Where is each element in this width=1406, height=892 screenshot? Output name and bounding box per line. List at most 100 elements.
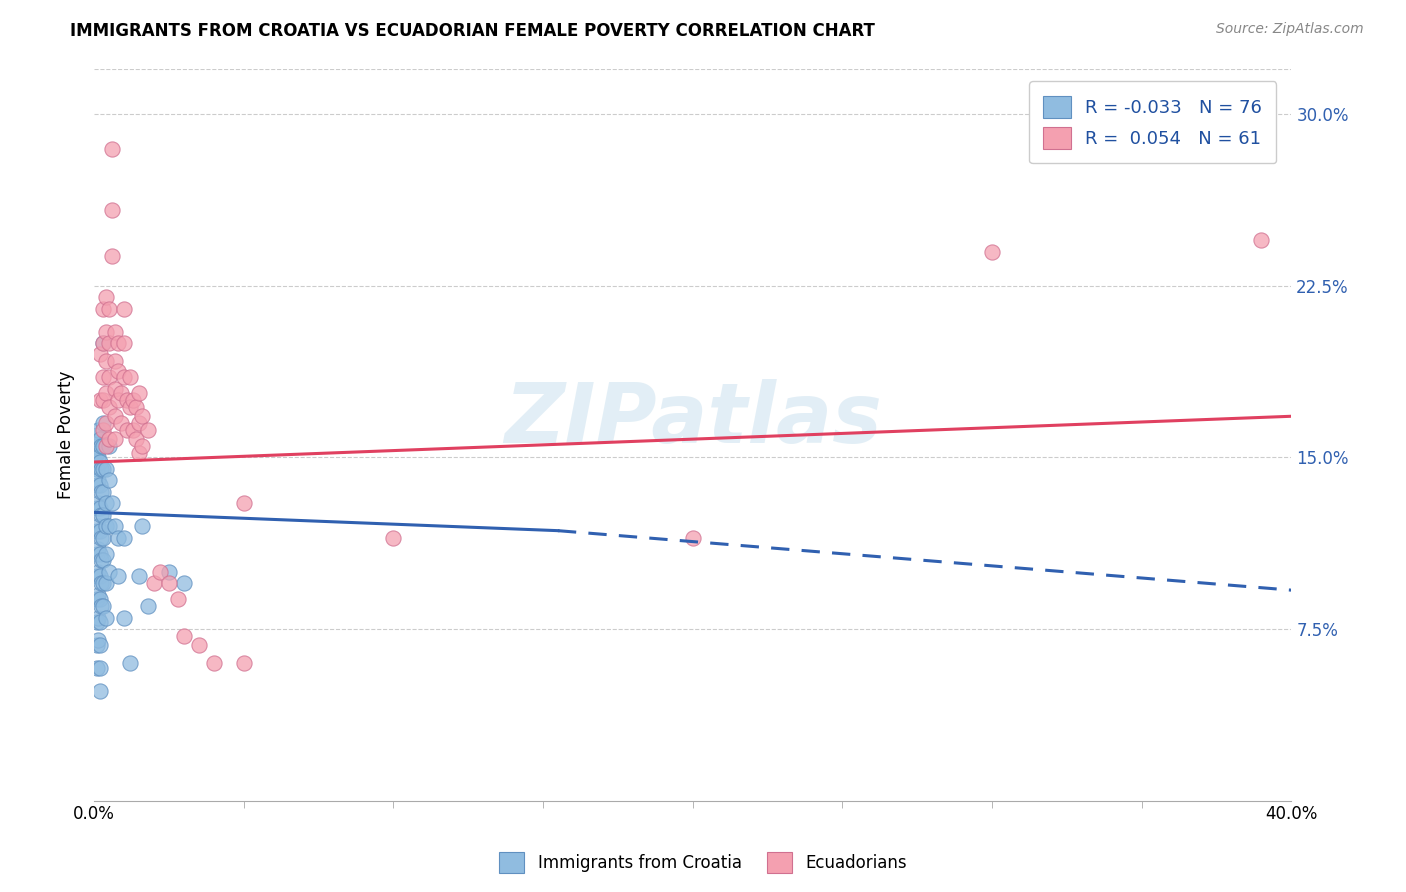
Point <box>97 565 120 579</box>
Point <box>101 496 124 510</box>
Point <box>97 439 120 453</box>
Point <box>89 524 111 538</box>
Point <box>90 576 112 591</box>
Legend: R = -0.033   N = 76, R =  0.054   N = 61: R = -0.033 N = 76, R = 0.054 N = 61 <box>1029 81 1277 163</box>
Point <box>382 531 405 545</box>
Point <box>91 462 114 476</box>
Point <box>128 386 150 401</box>
Point <box>86 569 108 583</box>
Point <box>89 478 111 492</box>
Point <box>136 423 159 437</box>
Point <box>87 473 110 487</box>
Point <box>107 569 129 583</box>
Point <box>173 629 195 643</box>
Point <box>91 599 114 614</box>
Point <box>84 439 107 453</box>
Point <box>90 484 112 499</box>
Point <box>112 610 135 624</box>
Point <box>118 370 141 384</box>
Point <box>110 386 132 401</box>
Point <box>187 638 209 652</box>
Point <box>90 553 112 567</box>
Point <box>131 519 153 533</box>
Point <box>89 638 111 652</box>
Point <box>91 393 114 408</box>
Point <box>97 370 120 384</box>
Text: IMMIGRANTS FROM CROATIA VS ECUADORIAN FEMALE POVERTY CORRELATION CHART: IMMIGRANTS FROM CROATIA VS ECUADORIAN FE… <box>70 22 875 40</box>
Point <box>104 382 127 396</box>
Point <box>682 531 704 545</box>
Point <box>232 496 254 510</box>
Point <box>112 531 135 545</box>
Point <box>94 290 117 304</box>
Point <box>89 432 111 446</box>
Point <box>91 336 114 351</box>
Point <box>112 370 135 384</box>
Point <box>97 432 120 446</box>
Point <box>107 531 129 545</box>
Point <box>149 565 172 579</box>
Point <box>115 423 138 437</box>
Point <box>91 576 114 591</box>
Point <box>86 638 108 652</box>
Point <box>97 473 120 487</box>
Point <box>94 519 117 533</box>
Text: ZIPatlas: ZIPatlas <box>503 379 882 460</box>
Point <box>91 484 114 499</box>
Point <box>97 519 120 533</box>
Point <box>101 203 124 218</box>
Point <box>128 569 150 583</box>
Point <box>90 508 112 522</box>
Point <box>118 400 141 414</box>
Point <box>87 519 110 533</box>
Point <box>89 615 111 629</box>
Point <box>125 432 148 446</box>
Point <box>89 592 111 607</box>
Point <box>89 347 111 361</box>
Point <box>112 336 135 351</box>
Point <box>94 496 117 510</box>
Point <box>97 400 120 414</box>
Point <box>91 336 114 351</box>
Point <box>104 325 127 339</box>
Point <box>104 354 127 368</box>
Point <box>981 244 1004 259</box>
Point <box>115 393 138 408</box>
Legend: Immigrants from Croatia, Ecuadorians: Immigrants from Croatia, Ecuadorians <box>492 846 914 880</box>
Point <box>125 400 148 414</box>
Point <box>90 462 112 476</box>
Point <box>89 661 111 675</box>
Point <box>128 416 150 430</box>
Point <box>91 439 114 453</box>
Point <box>91 553 114 567</box>
Point <box>104 519 127 533</box>
Point <box>90 439 112 453</box>
Point <box>157 565 180 579</box>
Point <box>90 599 112 614</box>
Point <box>89 455 111 469</box>
Point <box>1250 233 1272 247</box>
Point <box>86 500 108 515</box>
Point <box>107 336 129 351</box>
Text: Source: ZipAtlas.com: Source: ZipAtlas.com <box>1216 22 1364 37</box>
Point <box>128 446 150 460</box>
Point <box>107 363 129 377</box>
Point <box>94 610 117 624</box>
Point <box>142 576 165 591</box>
Point <box>112 301 135 316</box>
Point <box>121 393 143 408</box>
Point <box>104 409 127 424</box>
Point <box>104 432 127 446</box>
Point <box>87 610 110 624</box>
Point <box>86 615 108 629</box>
Point <box>166 592 188 607</box>
Point <box>94 462 117 476</box>
Point <box>94 439 117 453</box>
Point <box>89 500 111 515</box>
Point <box>101 142 124 156</box>
Point <box>89 393 111 408</box>
Point <box>86 547 108 561</box>
Point <box>87 565 110 579</box>
Point <box>202 657 225 671</box>
Point <box>91 301 114 316</box>
